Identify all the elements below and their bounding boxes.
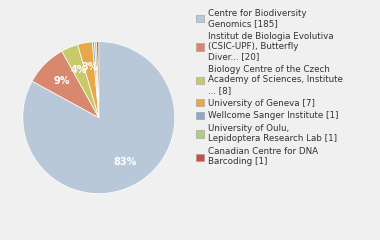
Text: 3%: 3% [81, 62, 98, 72]
Legend: Centre for Biodiversity
Genomics [185], Institut de Biologia Evolutiva
(CSIC-UPF: Centre for Biodiversity Genomics [185], … [195, 7, 344, 168]
Text: 4%: 4% [71, 65, 87, 75]
Wedge shape [95, 42, 99, 118]
Wedge shape [97, 42, 99, 118]
Wedge shape [32, 51, 99, 118]
Wedge shape [23, 42, 175, 194]
Wedge shape [92, 42, 99, 118]
Text: 83%: 83% [114, 157, 137, 167]
Text: 9%: 9% [54, 76, 70, 86]
Wedge shape [62, 45, 99, 118]
Wedge shape [78, 42, 99, 118]
